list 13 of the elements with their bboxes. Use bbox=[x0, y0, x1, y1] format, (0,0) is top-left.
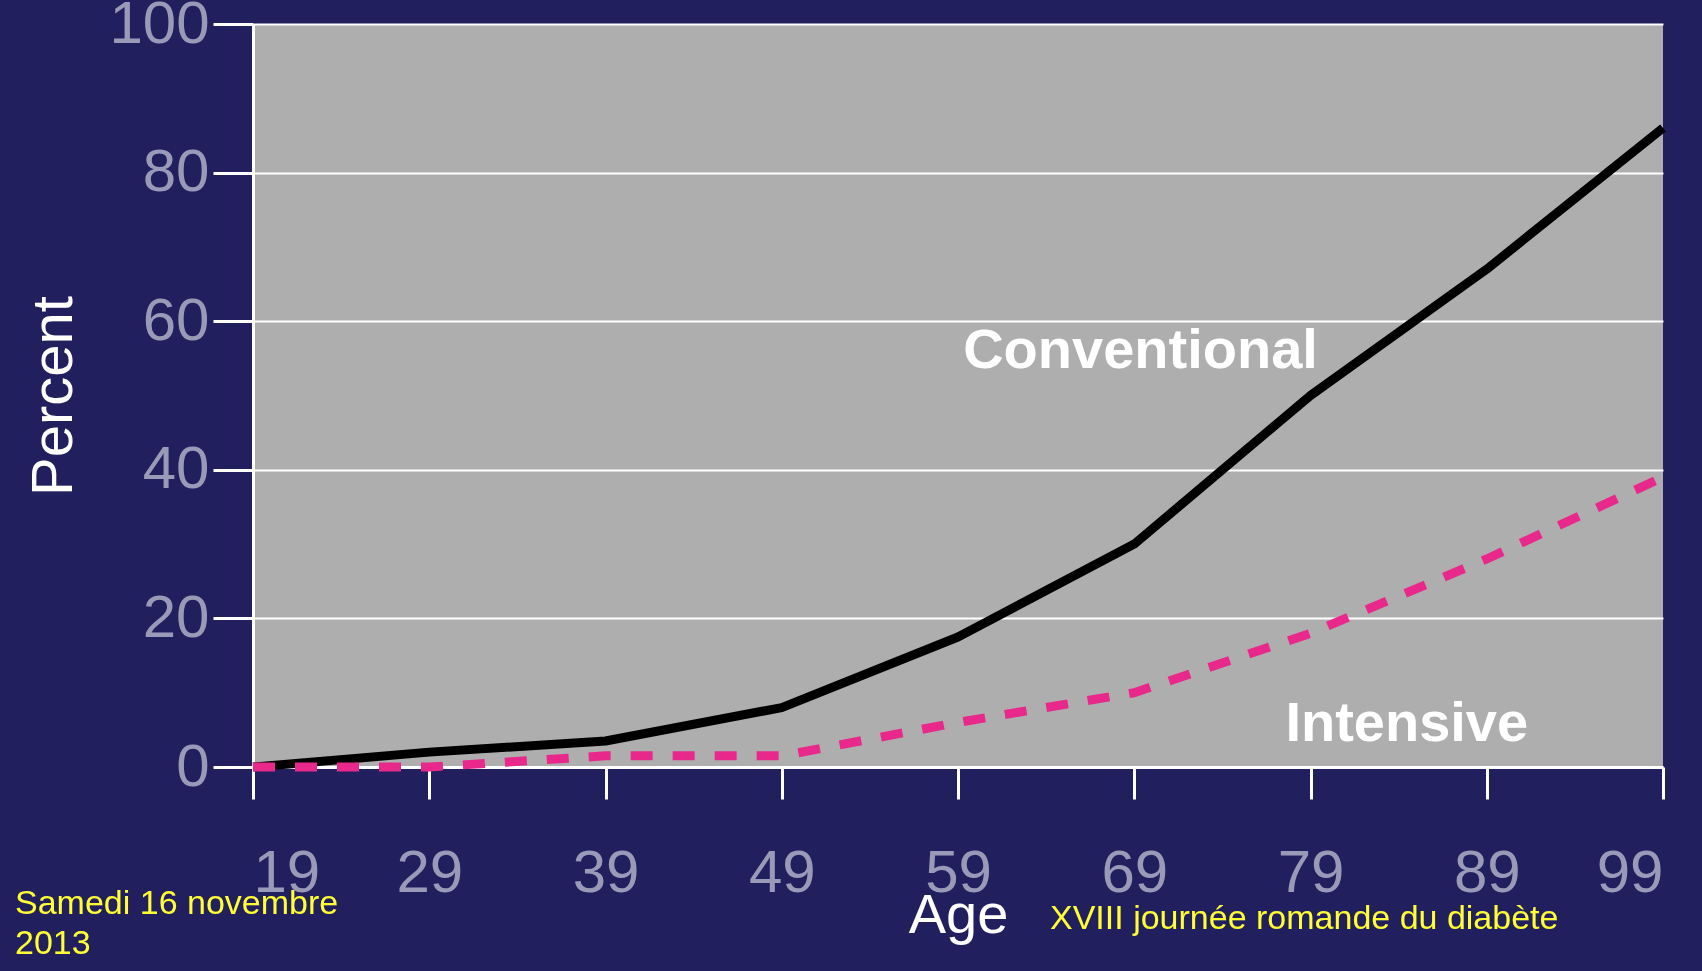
series-label: Intensive bbox=[1285, 689, 1529, 753]
y-tick-label: 100 bbox=[109, 0, 210, 56]
y-tick-label: 80 bbox=[142, 137, 210, 205]
x-tick-label: 49 bbox=[748, 837, 816, 905]
y-tick-label: 40 bbox=[142, 434, 210, 502]
y-tick-label: 0 bbox=[176, 731, 210, 799]
x-tick-label: 99 bbox=[1596, 837, 1664, 905]
x-tick-label: 29 bbox=[396, 837, 464, 905]
x-tick-label: 39 bbox=[572, 837, 640, 905]
y-tick-label: 20 bbox=[142, 582, 210, 650]
y-axis-title: Percent bbox=[19, 296, 85, 496]
series-label: Conventional bbox=[963, 316, 1318, 380]
y-tick-label: 60 bbox=[142, 285, 210, 353]
